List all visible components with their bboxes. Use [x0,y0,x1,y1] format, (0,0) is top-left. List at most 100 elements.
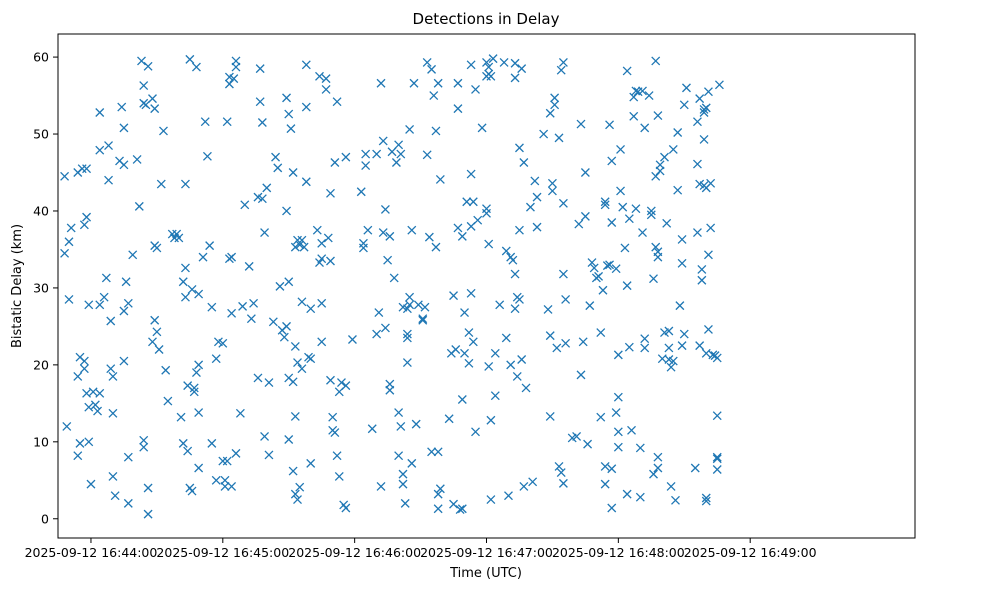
data-point [246,314,256,324]
data-point [532,222,542,232]
data-point [517,64,527,74]
data-point [673,185,683,195]
data-point [330,158,340,167]
data-point [84,437,94,447]
data-point [646,210,656,220]
data-point [90,400,100,410]
data-point [257,194,267,204]
data-point [262,183,272,193]
y-axis: 0 10 20 30 40 50 60 [33,50,58,526]
data-point [519,158,529,167]
data-point [227,481,237,491]
data-point [460,308,469,318]
data-point [402,358,412,368]
data-point [332,97,342,107]
data-point [596,412,606,422]
data-point [110,491,120,501]
data-point [148,337,157,347]
data-point [405,300,415,310]
data-point [635,492,645,502]
data-point [101,273,111,283]
data-point [666,362,676,372]
data-point [253,373,263,383]
data-point [482,208,491,218]
data-point [427,447,437,457]
data-point [712,411,722,421]
data-point [317,337,327,347]
data-point [224,79,234,89]
data-point [264,450,274,460]
data-point [457,231,467,241]
data-point [501,246,511,256]
data-point [108,371,118,381]
data-point [326,256,335,266]
data-point [484,239,494,249]
data-point [163,396,173,406]
x-tick-label: 2025-09-12 16:44:00 [25,545,158,560]
data-point [387,147,397,157]
data-point [558,478,568,488]
data-point [607,156,617,166]
data-point [635,443,645,453]
data-point [679,100,689,110]
data-point [211,475,221,485]
data-point [468,337,478,347]
data-point [123,298,133,308]
data-point [655,166,665,176]
data-point [510,58,520,68]
data-point [293,235,302,245]
data-point [104,175,114,185]
data-point [194,408,204,418]
data-point [154,345,164,354]
data-point [690,463,700,473]
data-point [580,168,590,177]
x-tick-label: 2025-09-12 16:46:00 [288,545,421,560]
data-point [361,149,371,159]
data-point [407,225,417,235]
data-point [295,482,305,492]
data-point [391,158,401,167]
data-point [510,269,520,279]
data-point [389,273,399,283]
data-point [295,240,305,250]
data-point [561,338,571,348]
data-point [431,242,441,252]
data-point [150,104,160,114]
data-point [288,466,298,476]
data-point [539,129,549,139]
data-point [646,206,656,216]
data-point [622,281,632,291]
data-point [576,370,586,380]
data-point [321,84,331,94]
data-point [77,164,87,174]
data-point [679,329,689,339]
data-point [244,261,254,271]
data-point [290,411,300,421]
data-point [464,328,474,338]
data-point [545,108,555,118]
data-point [607,503,617,513]
data-point [402,333,412,343]
data-point [260,228,270,237]
data-point [638,228,647,237]
data-point [433,78,443,88]
data-point [119,160,129,170]
data-point [106,316,116,326]
data-point [638,86,647,96]
y-tick-label: 10 [33,434,49,449]
data-point [521,383,531,393]
data-point [515,143,524,153]
data-point [137,56,146,66]
data-point [222,456,232,466]
data-point [202,151,212,161]
data-point [651,56,661,66]
data-point [433,447,443,457]
data-point [413,300,423,310]
data-point [605,120,615,130]
data-point [306,458,316,468]
data-point [640,334,650,344]
data-point [583,439,593,449]
data-point [60,248,70,258]
data-point [405,292,415,302]
data-point [148,94,157,104]
